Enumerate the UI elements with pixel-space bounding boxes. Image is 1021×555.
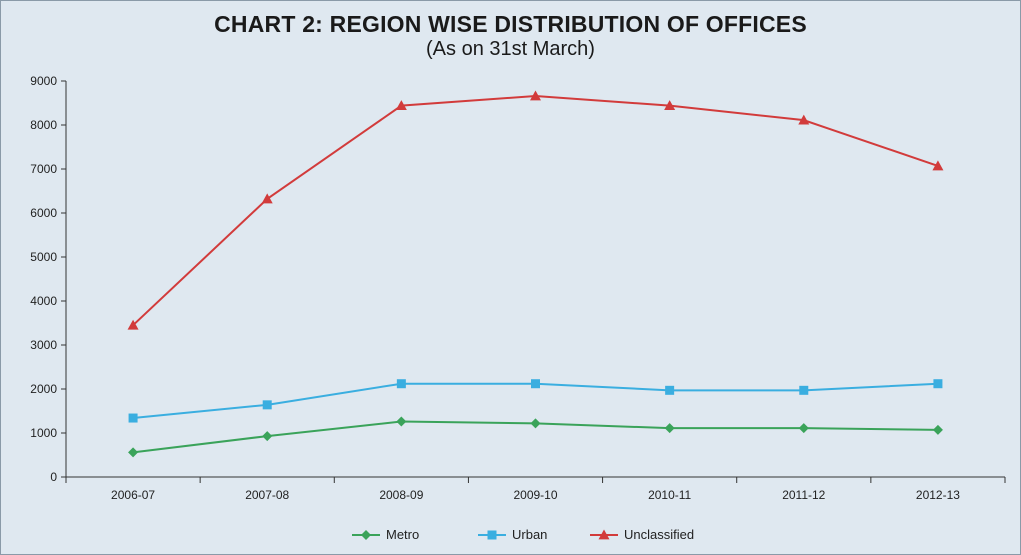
y-tick-label: 3000 bbox=[30, 338, 57, 352]
y-tick-label: 4000 bbox=[30, 294, 57, 308]
legend-label-urban: Urban bbox=[512, 527, 547, 542]
legend-label-unclassified: Unclassified bbox=[624, 527, 694, 542]
data-point-metro bbox=[262, 431, 273, 442]
data-point-urban bbox=[262, 400, 272, 410]
data-point-metro bbox=[932, 424, 943, 435]
data-point-metro bbox=[128, 447, 139, 458]
data-point-unclassified bbox=[127, 319, 139, 330]
x-tick-label: 2009-10 bbox=[513, 488, 557, 502]
y-tick-label: 1000 bbox=[30, 426, 57, 440]
data-point-unclassified bbox=[798, 114, 810, 125]
data-point-metro bbox=[664, 423, 675, 434]
y-tick-label: 8000 bbox=[30, 118, 57, 132]
chart-subtitle: (As on 31st March) bbox=[426, 38, 595, 60]
data-point-urban bbox=[531, 379, 540, 389]
y-tick-label: 2000 bbox=[30, 382, 57, 396]
x-tick-label: 2006-07 bbox=[111, 488, 155, 502]
y-tick-label: 9000 bbox=[30, 74, 57, 88]
data-point-unclassified bbox=[664, 100, 676, 111]
series-line-unclassified bbox=[132, 94, 939, 326]
x-tick-label: 2012-13 bbox=[916, 488, 960, 502]
y-tick-label: 5000 bbox=[30, 250, 57, 264]
legend-marker-unclassified bbox=[598, 529, 610, 540]
y-tick-label: 7000 bbox=[30, 162, 57, 176]
data-point-urban bbox=[799, 385, 809, 395]
x-tick-label: 2007-08 bbox=[245, 488, 289, 502]
data-point-urban bbox=[933, 379, 943, 389]
data-point-unclassified bbox=[395, 100, 407, 111]
data-point-metro bbox=[530, 418, 541, 429]
data-point-unclassified bbox=[530, 90, 541, 101]
data-point-unclassified bbox=[261, 193, 273, 204]
x-tick-label: 2011-12 bbox=[782, 488, 825, 502]
data-point-urban bbox=[396, 379, 406, 389]
chart-title: CHART 2: REGION WISE DISTRIBUTION OF OFF… bbox=[214, 11, 807, 37]
legend-marker-metro bbox=[361, 530, 371, 540]
data-point-urban bbox=[665, 385, 675, 395]
data-point-metro bbox=[798, 423, 809, 434]
data-point-urban bbox=[128, 413, 138, 423]
x-tick-label: 2010-11 bbox=[648, 488, 691, 502]
legend-label-metro: Metro bbox=[386, 527, 419, 542]
y-tick-label: 6000 bbox=[30, 206, 57, 220]
data-point-metro bbox=[396, 416, 407, 427]
x-tick-label: 2008-09 bbox=[379, 488, 423, 502]
legend-marker-urban bbox=[487, 530, 497, 540]
y-tick-label: 0 bbox=[50, 470, 57, 484]
series-line-urban bbox=[132, 382, 938, 420]
data-point-unclassified bbox=[932, 160, 944, 171]
